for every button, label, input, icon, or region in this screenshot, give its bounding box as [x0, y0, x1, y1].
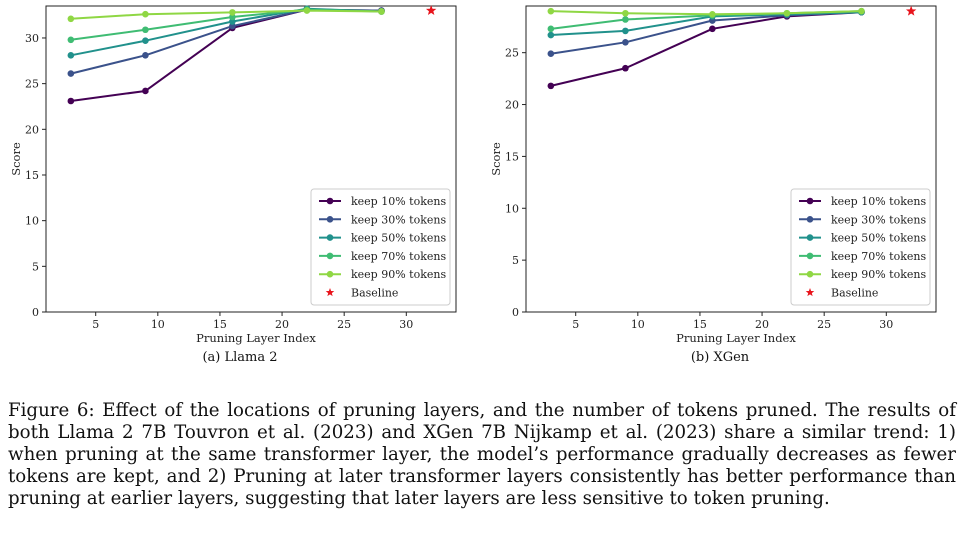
- c0-series-1-point-2: [229, 22, 236, 30]
- c0-y-tick-label-4: 20: [25, 123, 39, 136]
- c0-series-2-point-2: [229, 18, 236, 25]
- c0-x-tick-label-2: 15: [213, 318, 227, 331]
- panel-label-xgen: (b) XGen: [690, 350, 750, 365]
- c0-series-4-point-4: [378, 8, 385, 15]
- c0-series-4-point-2: [229, 9, 236, 16]
- c0-series-0-point-1: [142, 87, 149, 95]
- c0-x-tick-label-1: 10: [151, 318, 165, 331]
- c1-legend-box: [790, 188, 931, 306]
- c1-legend-marker-4: [806, 270, 814, 278]
- c0-x-tick-label-3: 20: [275, 318, 289, 331]
- c0-y-tick-label-2: 10: [25, 215, 39, 228]
- c0-legend-label-4: keep 90% tokens: [351, 268, 446, 281]
- c0-x-tick-label-5: 30: [399, 318, 413, 331]
- c0-y-axis-label: Score: [9, 142, 23, 176]
- c1-series-1-point-1: [622, 39, 629, 46]
- c0-baseline-star-marker: [425, 5, 437, 16]
- c0-legend-marker-2: [326, 234, 334, 241]
- c0-legend-label-0: keep 10% tokens: [351, 195, 446, 208]
- c0-series-0-point-0: [67, 97, 75, 105]
- c1-legend-label-3: keep 70% tokens: [831, 250, 926, 263]
- c1-legend-label-1: keep 30% tokens: [831, 213, 926, 226]
- c1-legend-marker-3: [806, 252, 814, 260]
- c0-legend-marker-4: [326, 270, 334, 278]
- c0-series-4-point-3: [303, 7, 311, 14]
- c0-series-3-point-1: [142, 26, 149, 34]
- c0-series-line-3: [70, 8, 382, 41]
- c0-y-tick-label-5: 25: [25, 78, 39, 91]
- c1-legend-marker-2: [806, 234, 814, 241]
- c0-legend-label-baseline: Baseline: [351, 287, 398, 300]
- chart-panel-llama2: 5 10 15 20 25 30 0 5 10 15 20 25 30 Pruning Layer Ind…: [0, 0, 480, 380]
- c1-x-axis-label: Pruning Layer Index: [676, 331, 796, 345]
- c0-legend-label-2: keep 50% tokens: [351, 232, 446, 245]
- c1-legend-label-baseline: Baseline: [831, 287, 878, 300]
- c1-series-2-point-1: [622, 27, 629, 35]
- c0-plot-frame: [45, 5, 457, 313]
- c0-x-tick-label-0: 5: [92, 318, 99, 331]
- c0-y-tick-label-1: 5: [32, 260, 39, 273]
- c1-series-3-point-0: [547, 25, 555, 33]
- chart-panel-xgen: 5 10 15 20 25 30 0 5 10 15 20 25 Pruning Layer Index…: [480, 0, 960, 380]
- c0-legend-label-1: keep 30% tokens: [351, 213, 446, 226]
- c1-plot-frame: [525, 5, 937, 313]
- llama2-chart: 5 10 15 20 25 30 0 5 10 15 20 25 30 Pruning Layer Ind…: [9, 5, 457, 345]
- c1-series-3-point-1: [622, 16, 629, 23]
- c1-y-tick-label-1: 5: [512, 254, 519, 267]
- c1-series-2-point-0: [547, 31, 555, 39]
- c1-x-tick-label-4: 25: [817, 318, 831, 331]
- xgen-chart: 5 10 15 20 25 30 0 5 10 15 20 25 Pruning Layer Index…: [489, 5, 937, 345]
- c0-x-axis-label: Pruning Layer Index: [196, 331, 316, 345]
- c0-series-4-point-1: [142, 10, 149, 18]
- c0-series-2-point-1: [142, 37, 149, 45]
- c0-series-3-point-2: [229, 13, 236, 21]
- c1-legend-label-2: keep 50% tokens: [831, 232, 926, 245]
- c0-x-tick-label-4: 25: [337, 318, 351, 331]
- c1-y-axis-label: Score: [489, 142, 503, 176]
- c0-legend-label-3: keep 70% tokens: [351, 250, 446, 263]
- c0-legend-marker-3: [326, 252, 334, 260]
- c0-legend-marker-1: [326, 216, 334, 223]
- c1-baseline-star-marker: [905, 5, 917, 16]
- c0-series-1-point-0: [67, 70, 75, 77]
- c1-y-tick-label-3: 15: [505, 150, 519, 163]
- c1-series-0-point-1: [622, 64, 629, 72]
- c0-series-3-point-0: [67, 36, 75, 44]
- c1-series-1-point-0: [547, 50, 555, 58]
- c1-x-tick-label-5: 30: [879, 318, 893, 331]
- c1-series-4-point-0: [547, 7, 555, 15]
- c1-series-4-point-1: [622, 9, 629, 17]
- c1-series-4-point-4: [858, 7, 865, 15]
- c1-series-4-point-3: [783, 9, 791, 17]
- c1-legend-baseline-marker: [805, 288, 815, 297]
- c1-legend-marker-1: [806, 216, 814, 223]
- c1-y-tick-label-0: 0: [512, 306, 519, 319]
- c0-series-1-point-1: [142, 52, 149, 59]
- c0-series-4-point-0: [67, 15, 75, 23]
- c0-y-tick-label-6: 30: [25, 32, 39, 45]
- c0-y-tick-label-0: 0: [32, 306, 39, 319]
- c1-x-tick-label-3: 20: [755, 318, 769, 331]
- c1-series-0-point-0: [547, 82, 555, 90]
- c1-x-tick-label-2: 15: [693, 318, 707, 331]
- c1-x-tick-label-0: 5: [572, 318, 579, 331]
- c1-series-0-point-2: [709, 25, 716, 33]
- c0-legend-baseline-marker: [325, 288, 335, 297]
- c0-y-tick-label-3: 15: [25, 169, 39, 182]
- c0-legend-box: [310, 188, 451, 306]
- c1-y-tick-label-5: 25: [505, 47, 519, 60]
- c0-legend-marker-0: [326, 197, 334, 205]
- figure-caption: Figure 6: Effect of the locations of pru…: [8, 400, 956, 509]
- c1-legend-marker-0: [806, 197, 814, 205]
- c1-y-tick-label-2: 10: [505, 202, 519, 215]
- c1-x-tick-label-1: 10: [631, 318, 645, 331]
- c1-series-4-point-2: [709, 10, 716, 18]
- c0-series-2-point-0: [67, 52, 75, 59]
- panel-label-llama2: (a) Llama 2: [202, 350, 278, 365]
- c1-legend-label-4: keep 90% tokens: [831, 268, 926, 281]
- c1-legend-label-0: keep 10% tokens: [831, 195, 926, 208]
- c1-y-tick-label-4: 20: [505, 99, 519, 112]
- c0-series-line-1: [70, 8, 382, 75]
